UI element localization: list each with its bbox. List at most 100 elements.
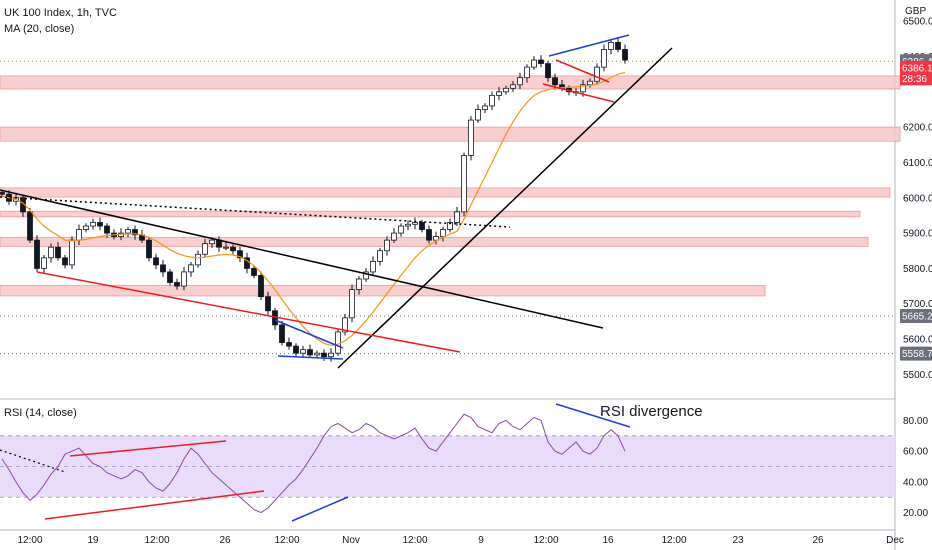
time-tick-label: 26 <box>219 535 231 546</box>
price-tick-label: 6100.0 <box>903 158 932 169</box>
candle-up <box>314 352 320 356</box>
candle-down <box>426 229 432 241</box>
ascending-trendline <box>337 47 673 369</box>
price-tick-label: 5500.0 <box>903 370 932 381</box>
candle-down <box>307 349 313 356</box>
time-tick-label: 12:00 <box>17 535 42 546</box>
candle-up <box>69 239 75 266</box>
time-tick-label: 12:00 <box>533 535 558 546</box>
candle-down <box>286 342 292 347</box>
candle-down <box>538 59 544 64</box>
price-axis: 6500.06400.06200.06100.06000.05900.05800… <box>903 17 932 519</box>
candle-down <box>153 257 159 266</box>
price-tag: 28:36 <box>900 71 932 86</box>
time-tick-label: 23 <box>732 535 744 546</box>
candle-up <box>223 246 229 249</box>
rsi-dotted-line <box>0 449 66 473</box>
candle-up <box>531 59 537 68</box>
trendline-drawings <box>0 34 673 522</box>
candle-up <box>405 223 411 227</box>
currency-label: GBP <box>905 6 926 17</box>
rsi-upper-channel <box>69 440 227 457</box>
ma-legend: MA (20, close) <box>4 23 75 35</box>
candle-up <box>188 264 194 273</box>
candle-up <box>454 211 460 223</box>
time-tick-label: 12:00 <box>661 535 686 546</box>
candle-up <box>391 232 397 241</box>
candle-down <box>167 271 173 283</box>
resistance-zone <box>0 284 766 297</box>
candle-down <box>27 211 33 241</box>
rsi-tick-label: 20.00 <box>903 508 928 519</box>
candle-up <box>468 119 474 156</box>
candle-up <box>209 239 215 245</box>
candle-up <box>587 80 593 86</box>
candle-down <box>104 225 110 234</box>
candle-up <box>440 229 446 238</box>
candle-up <box>503 87 509 93</box>
candle-up <box>496 91 502 96</box>
candle-up <box>517 77 523 86</box>
candle-up <box>90 222 96 227</box>
time-tick-label: Dec <box>886 535 904 546</box>
resistance-zones <box>0 75 901 297</box>
candle-down <box>251 267 257 276</box>
price-tick-label: 6200.0 <box>903 123 932 134</box>
candle-down <box>62 257 68 266</box>
candle-down <box>132 229 138 236</box>
price-tag: 5665.2 <box>900 309 932 324</box>
candle-up <box>83 225 89 230</box>
time-tick-label: 19 <box>87 535 99 546</box>
candle-up <box>300 349 306 354</box>
candle-up <box>342 317 348 333</box>
candle-up <box>482 105 488 110</box>
candle-up <box>370 260 376 273</box>
candle-down <box>0 192 5 195</box>
ma-line <box>1 71 626 347</box>
rsi-line <box>1 413 626 514</box>
price-tick-label: 5800.0 <box>903 264 932 275</box>
price-tag-label: 5665.2 <box>902 312 932 323</box>
candle-down <box>258 275 264 298</box>
candle-up <box>349 289 355 319</box>
candle-up <box>601 49 607 68</box>
candle-up <box>489 94 495 107</box>
candle-up <box>475 109 481 121</box>
candle-up <box>125 229 131 234</box>
flag-bottom-line <box>542 83 615 103</box>
candle-up <box>76 229 82 241</box>
time-tick-label: 9 <box>478 535 484 546</box>
candle-up <box>363 271 369 280</box>
dotted-resistance-line <box>0 196 511 228</box>
wedge-top-line <box>274 319 344 349</box>
candle-down <box>622 49 628 61</box>
descending-trendline <box>0 189 604 329</box>
rsi-bullish-divergence <box>291 496 349 522</box>
candle-up <box>48 246 54 259</box>
candle-down <box>97 222 103 227</box>
candle-down <box>293 345 299 354</box>
candle-up <box>356 278 362 290</box>
time-tick-label: 26 <box>812 535 824 546</box>
price-tag-box <box>900 309 932 324</box>
price-tag-label: 6386.1 <box>902 63 932 74</box>
candle-up <box>580 84 586 93</box>
time-tick-label: 12:00 <box>144 535 169 546</box>
candle-up <box>41 257 47 269</box>
candle-up <box>412 222 418 225</box>
time-tick-label: 16 <box>602 535 614 546</box>
candle-up <box>195 253 201 266</box>
candle-down <box>174 282 180 287</box>
rsi-bearish-divergence <box>555 403 631 428</box>
rsi-tick-label: 40.00 <box>903 477 928 488</box>
candle-up <box>608 41 614 50</box>
candle-down <box>265 296 271 312</box>
candle-up <box>461 154 467 213</box>
candle-up <box>447 222 453 230</box>
rsi-lower-channel <box>44 490 265 520</box>
candle-down <box>230 246 236 252</box>
candle-down <box>419 222 425 230</box>
candle-down <box>34 239 40 269</box>
